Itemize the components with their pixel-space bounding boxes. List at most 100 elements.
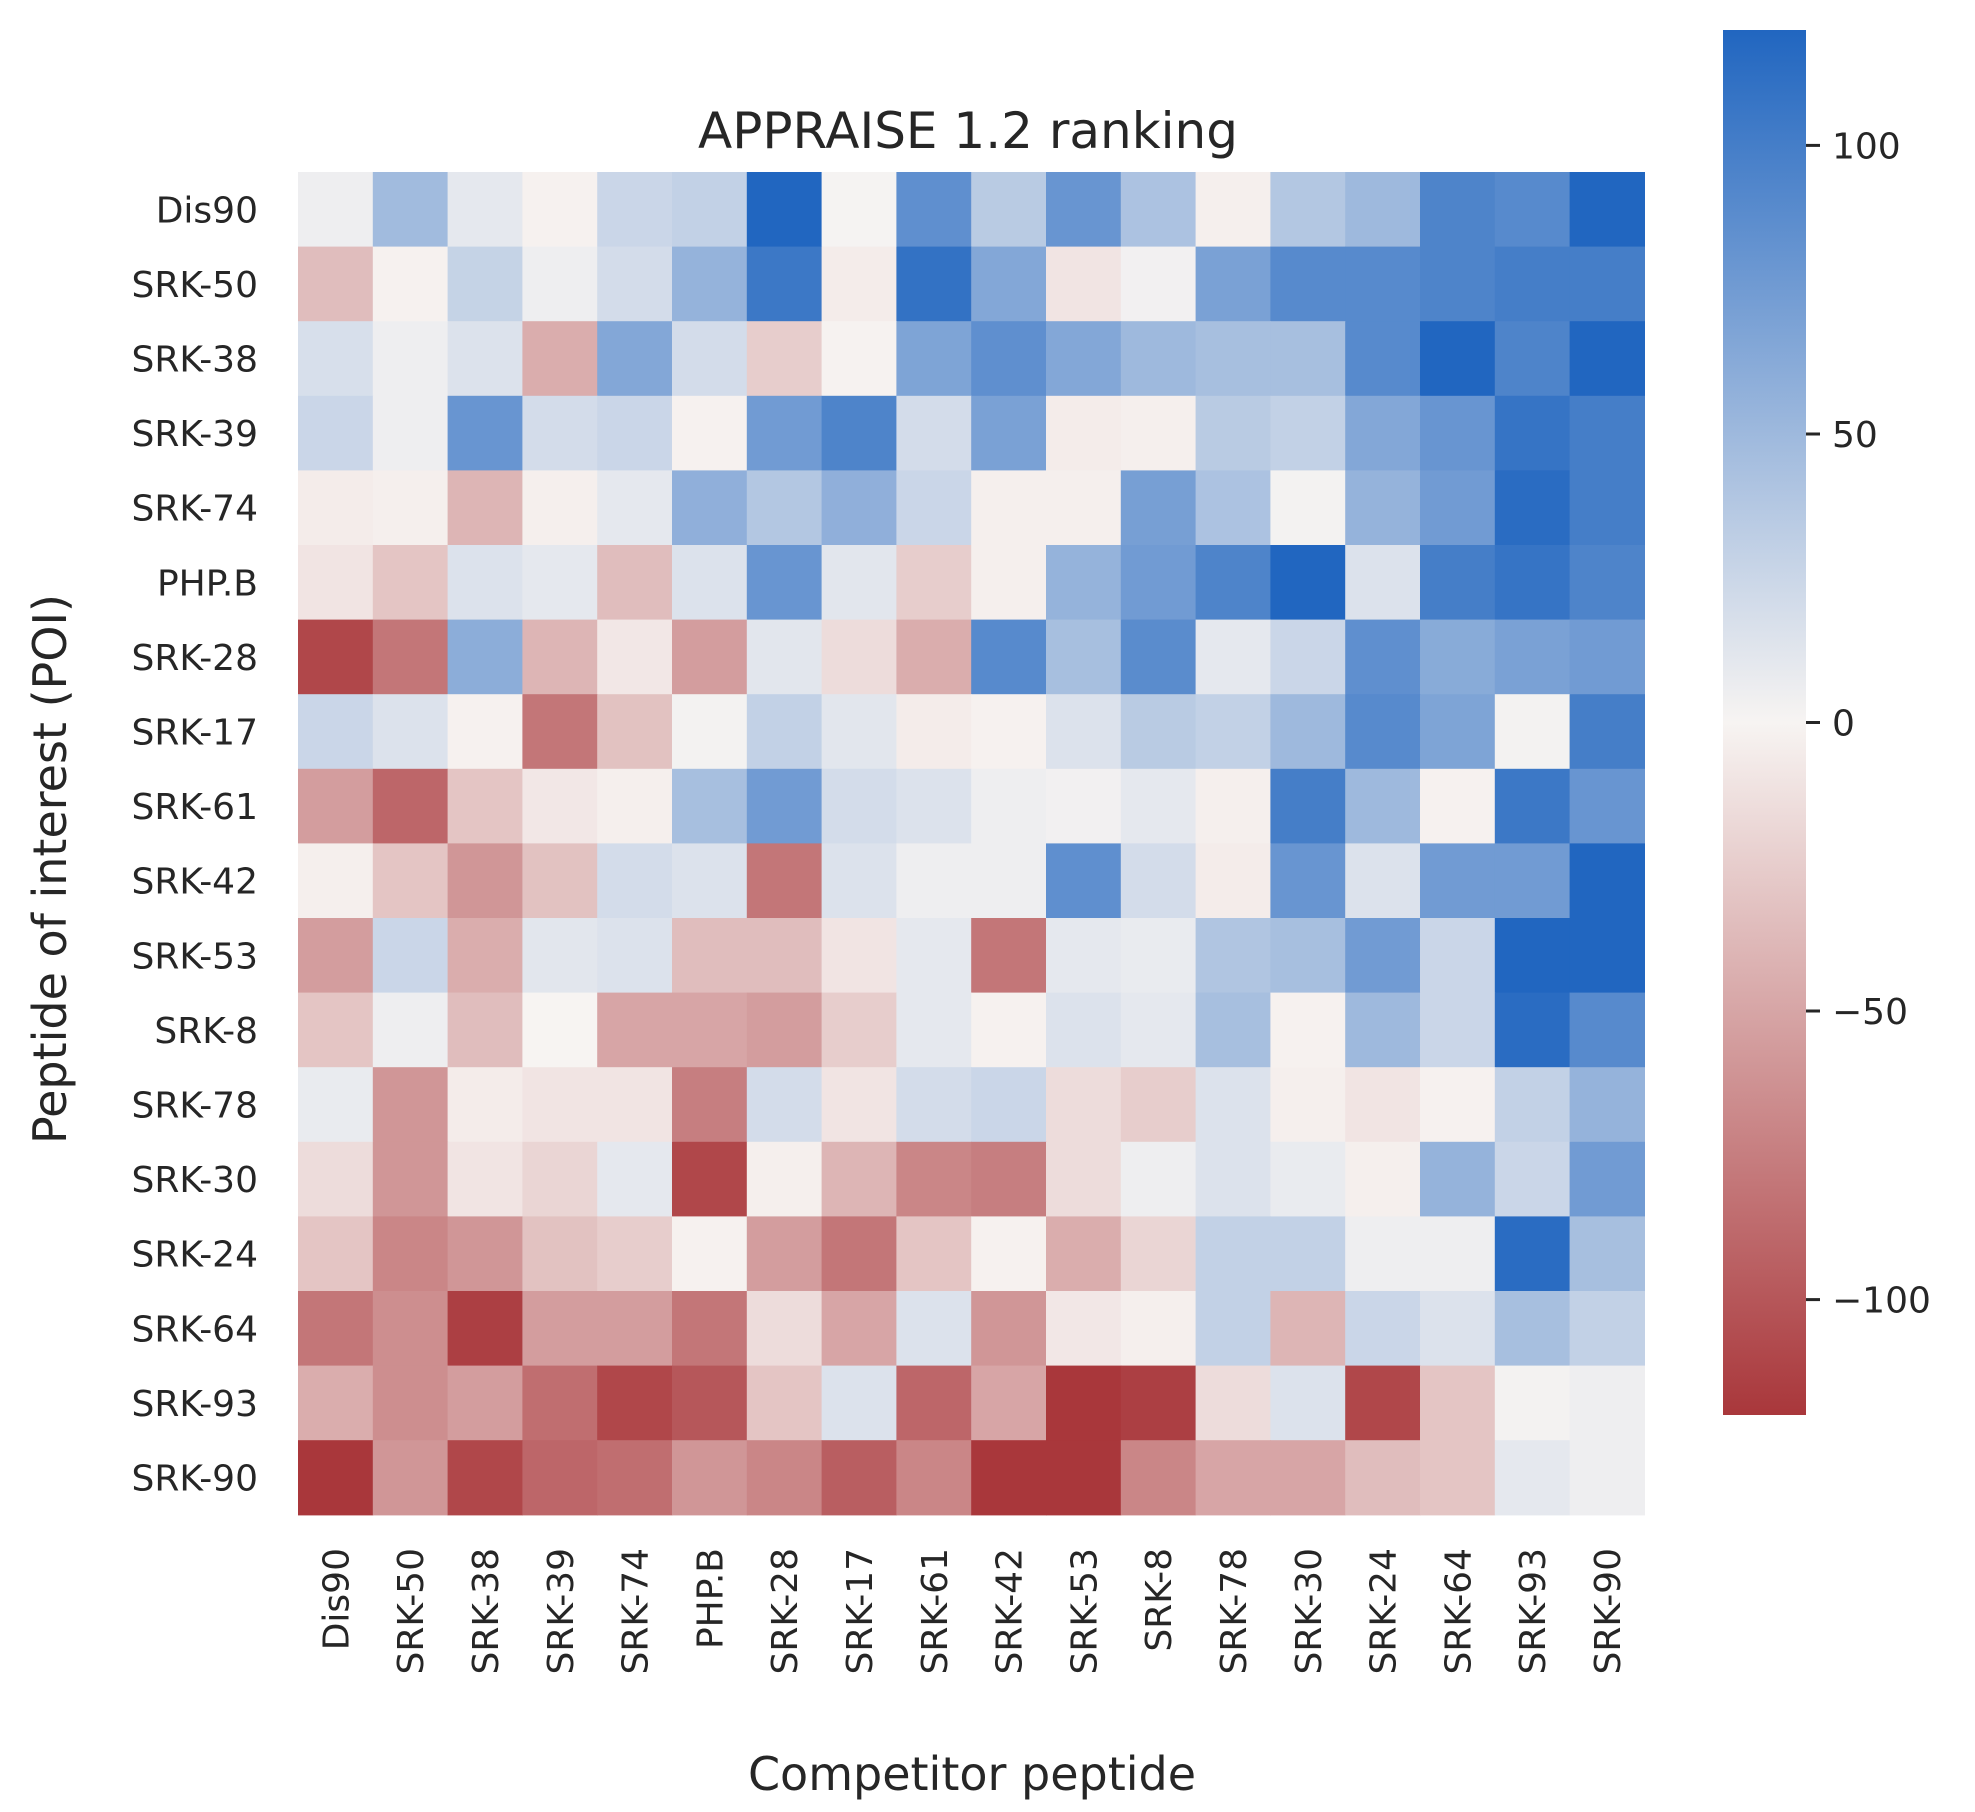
heatmap-cell	[1195, 992, 1271, 1068]
heatmap-cell	[298, 321, 374, 397]
heatmap-cell	[971, 1141, 1047, 1217]
heatmap-cell	[746, 992, 823, 1068]
heatmap-cell	[896, 172, 972, 248]
heatmap-cell	[896, 246, 972, 322]
heatmap-cell	[971, 1291, 1047, 1367]
heatmap-cell	[1120, 918, 1197, 994]
heatmap-cell	[298, 619, 374, 695]
heatmap-cell	[1345, 395, 1421, 471]
heatmap-cell	[1345, 1291, 1421, 1367]
heatmap-cell	[522, 1067, 598, 1143]
colorbar-tick-label: 0	[1832, 704, 1855, 745]
heatmap-cell	[821, 694, 897, 770]
heatmap-cell	[1195, 1141, 1271, 1217]
heatmap-cell	[672, 1216, 748, 1292]
heatmap-cell	[1345, 843, 1421, 919]
heatmap-cell	[1195, 843, 1271, 919]
heatmap-cell	[522, 619, 598, 695]
heatmap-cell	[447, 545, 523, 621]
y-tick-label: SRK-74	[132, 489, 259, 530]
x-tick-label: SRK-74	[616, 1548, 657, 1675]
heatmap-cell	[1569, 172, 1645, 248]
heatmap-cell	[522, 1440, 598, 1516]
heatmap-cell	[1195, 1365, 1271, 1441]
heatmap-cell	[1420, 619, 1496, 695]
x-tick-label: SRK-38	[466, 1548, 507, 1675]
heatmap-cell	[672, 246, 748, 322]
heatmap-cell	[1494, 843, 1571, 919]
heatmap-cell	[1195, 1216, 1271, 1292]
heatmap-cell	[1195, 321, 1271, 397]
heatmap-cell	[1345, 694, 1421, 770]
x-tick-label: Dis90	[316, 1548, 357, 1650]
heatmap-cell	[298, 395, 374, 471]
heatmap-cell	[1345, 918, 1421, 994]
heatmap-cell	[1046, 918, 1122, 994]
x-tick-label: SRK-50	[391, 1548, 432, 1675]
heatmap-cell	[447, 694, 523, 770]
heatmap-cell	[971, 1440, 1047, 1516]
heatmap-cell	[372, 1291, 449, 1367]
x-tick-label: SRK-78	[1214, 1548, 1255, 1675]
heatmap-cell	[896, 1291, 972, 1367]
heatmap-cell	[298, 918, 374, 994]
heatmap-cell	[522, 246, 598, 322]
heatmap-cell	[1270, 619, 1346, 695]
heatmap-cell	[372, 246, 449, 322]
heatmap-cell	[821, 545, 897, 621]
heatmap-cell	[522, 395, 598, 471]
heatmap-cell	[372, 1365, 449, 1441]
heatmap-cell	[1270, 1141, 1346, 1217]
heatmap-cell	[746, 1365, 823, 1441]
x-tick-label: SRK-61	[915, 1548, 956, 1675]
heatmap-cell	[896, 1365, 972, 1441]
heatmap-cell	[746, 545, 823, 621]
heatmap-cell	[597, 321, 673, 397]
heatmap-cell	[1195, 395, 1271, 471]
heatmap-cell	[1120, 545, 1197, 621]
heatmap-cell	[672, 470, 748, 546]
heatmap-cell	[522, 172, 598, 248]
y-tick-label: SRK-50	[132, 265, 259, 306]
heatmap-cell	[1120, 395, 1197, 471]
heatmap-cell	[896, 1440, 972, 1516]
heatmap-cell	[447, 768, 523, 844]
heatmap-cell	[298, 694, 374, 770]
heatmap-cell	[1345, 321, 1421, 397]
heatmap-cell	[1270, 395, 1346, 471]
heatmap-cell	[1270, 321, 1346, 397]
heatmap-cell	[447, 1440, 523, 1516]
heatmap-cell	[372, 768, 449, 844]
heatmap-cell	[1420, 1440, 1496, 1516]
heatmap-cell	[522, 918, 598, 994]
heatmap-cell	[1270, 992, 1346, 1068]
heatmap-cell	[372, 1141, 449, 1217]
heatmap-cell	[1569, 843, 1645, 919]
heatmap-cell	[1494, 246, 1571, 322]
heatmap-cell	[1494, 545, 1571, 621]
heatmap-cell	[821, 619, 897, 695]
chart-title: APPRAISE 1.2 ranking	[698, 102, 1238, 160]
heatmap-cell	[447, 992, 523, 1068]
heatmap-cell	[971, 470, 1047, 546]
heatmap-cell	[1420, 992, 1496, 1068]
heatmap-cell	[896, 619, 972, 695]
heatmap-cell	[672, 1291, 748, 1367]
heatmap-cell	[821, 1067, 897, 1143]
heatmap-cell	[746, 1291, 823, 1367]
colorbar-tick-label: 100	[1832, 126, 1901, 167]
heatmap-cell	[597, 246, 673, 322]
heatmap-cell	[1270, 918, 1346, 994]
heatmap-cells	[298, 172, 1645, 1516]
heatmap-cell	[821, 1365, 897, 1441]
heatmap-cell	[746, 246, 823, 322]
heatmap-cell	[597, 545, 673, 621]
heatmap-cell	[597, 1365, 673, 1441]
heatmap-cell	[746, 768, 823, 844]
y-tick-labels: Dis90 SRK-50 SRK-38 SRK-39 SRK-74 PHP.B SRK-28…	[132, 190, 259, 1499]
x-tick-label: SRK-8	[1139, 1548, 1180, 1652]
heatmap-cell	[597, 1216, 673, 1292]
colorbar-tick-label: 50	[1832, 415, 1878, 456]
heatmap-cell	[1345, 545, 1421, 621]
heatmap-cell	[821, 768, 897, 844]
